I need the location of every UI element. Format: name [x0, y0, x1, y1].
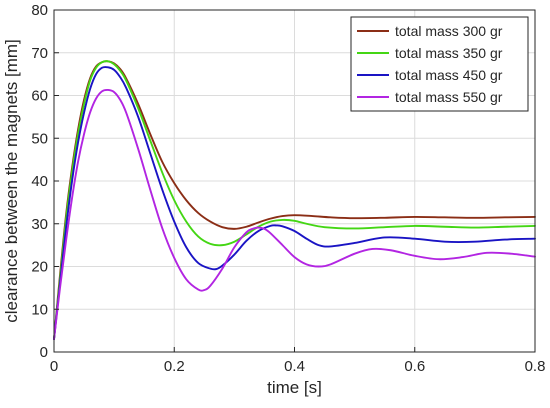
series-line-4 — [53, 88, 536, 341]
y-tick-label: 70 — [31, 45, 48, 62]
y-axis-label: clearance between the magnets [mm] — [2, 39, 21, 322]
y-tick-label: 20 — [31, 259, 48, 276]
x-tick-label: 0 — [50, 358, 58, 375]
y-tick-label: 60 — [31, 88, 48, 105]
series-line-2 — [53, 60, 536, 341]
x-tick-label: 0.6 — [404, 358, 425, 375]
y-tick-label: 40 — [31, 173, 48, 190]
x-tick-label: 0.2 — [164, 358, 185, 375]
y-tick-label: 30 — [31, 216, 48, 233]
legend-label-3: total mass 450 gr — [395, 67, 503, 83]
y-tick-label: 10 — [31, 301, 48, 318]
x-axis-label: time [s] — [267, 378, 322, 397]
legend-box — [350, 16, 529, 112]
legend-label-4: total mass 550 gr — [395, 89, 503, 105]
legend: total mass 300 gr total mass 350 gr total … — [350, 16, 529, 112]
series-layer — [53, 60, 536, 341]
legend-label-1: total mass 300 gr — [395, 23, 503, 39]
y-tick-label: 50 — [31, 130, 48, 147]
y-axis-ticks: 0 10 20 30 40 50 60 70 80 — [31, 2, 59, 361]
legend-label-2: total mass 350 gr — [395, 45, 503, 61]
series-line-3 — [53, 65, 536, 341]
x-tick-label: 0.4 — [284, 358, 305, 375]
y-tick-label: 80 — [31, 2, 48, 19]
y-tick-label: 0 — [40, 344, 48, 361]
x-axis-ticks: 0 0.2 0.4 0.6 0.8 — [50, 347, 546, 375]
x-tick-label: 0.8 — [525, 358, 546, 375]
